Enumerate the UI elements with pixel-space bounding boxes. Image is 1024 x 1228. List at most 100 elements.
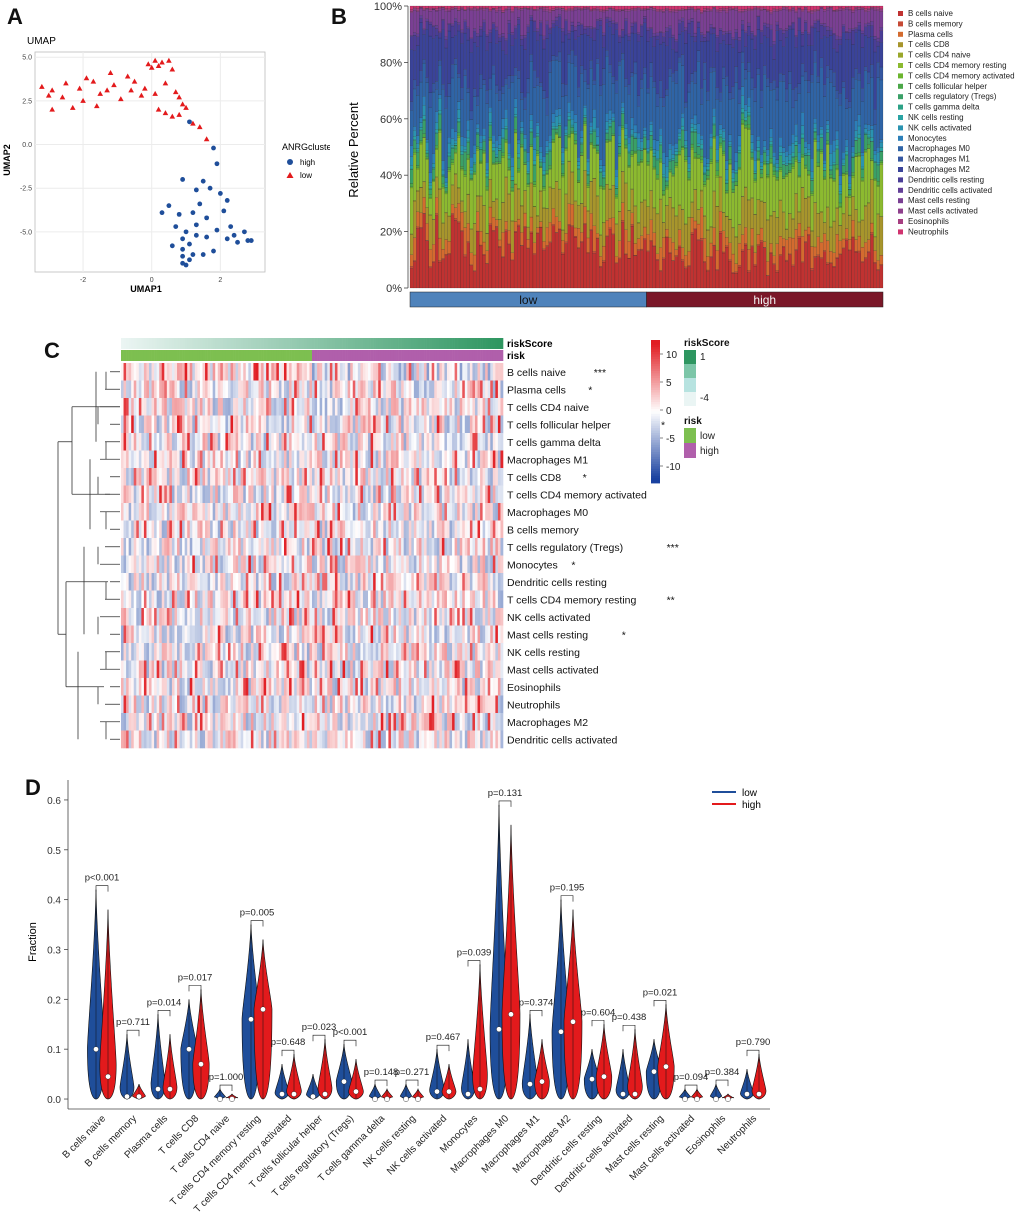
heatmap-cell — [475, 451, 478, 469]
stacked-bar-segment — [801, 64, 804, 76]
heatmap-cell — [381, 433, 384, 451]
riskscore-annotation-cell — [396, 338, 399, 349]
stacked-bar-segment — [520, 128, 523, 132]
risk-annotation-cell — [383, 350, 386, 361]
heatmap-cell — [335, 398, 338, 416]
stacked-bar-segment — [460, 88, 463, 100]
stacked-bar-segment — [744, 127, 747, 128]
stacked-bar-segment — [703, 80, 706, 157]
stacked-bar-segment — [580, 241, 583, 242]
stacked-bar-segment — [801, 9, 804, 10]
risk-annotation-cell — [437, 350, 440, 361]
stacked-bar-segment — [769, 30, 772, 47]
heatmap-cell — [416, 451, 419, 469]
heatmap-cell — [485, 363, 488, 381]
stacked-bar-segment — [672, 49, 675, 73]
stacked-bar-segment — [457, 121, 460, 122]
stacked-bar-segment — [773, 80, 776, 89]
umap-point-high — [160, 210, 165, 215]
stacked-bar-segment — [542, 186, 545, 188]
stacked-bar-segment — [476, 124, 479, 128]
stacked-bar-segment — [561, 9, 564, 11]
riskscore-annotation-cell — [238, 338, 241, 349]
stacked-bar-segment — [839, 208, 842, 225]
stacked-bar-segment — [713, 124, 716, 125]
heatmap-cell — [404, 416, 407, 434]
stacked-bar-segment — [823, 160, 826, 163]
heatmap-cell — [419, 363, 422, 381]
stacked-bar-segment — [785, 240, 788, 260]
stacked-bar-segment — [448, 143, 451, 153]
stacked-bar-segment — [520, 100, 523, 121]
stacked-bar-segment — [823, 251, 826, 252]
stacked-bar-segment — [473, 42, 476, 88]
stacked-bar-segment — [476, 11, 479, 34]
risk-annotation-cell — [281, 350, 284, 361]
stacked-bar-segment — [785, 156, 788, 164]
riskscore-annotation-cell — [256, 338, 259, 349]
heatmap-cell — [340, 468, 343, 486]
stacked-bar-segment — [817, 142, 820, 150]
stacked-bar-segment — [795, 10, 798, 11]
stacked-bar-segment — [596, 10, 599, 19]
stacked-bar-segment — [606, 56, 609, 113]
stacked-bar-segment — [684, 269, 687, 288]
stacked-bar-segment — [713, 29, 716, 34]
heatmap-cell — [279, 363, 282, 381]
heatmap-cell — [455, 416, 458, 434]
stacked-bar-segment — [665, 229, 668, 237]
heatmap-cell — [437, 398, 440, 416]
stacked-bar-segment — [757, 8, 760, 9]
heatmap-cell — [210, 433, 213, 451]
stacked-bar-segment — [539, 9, 542, 21]
heatmap-cell — [320, 468, 323, 486]
heatmap-cell — [124, 486, 127, 504]
stacked-bar-segment — [839, 93, 842, 105]
stacked-bar-segment — [700, 11, 703, 13]
stacked-bar-segment — [505, 109, 508, 118]
risk-annotation-cell — [231, 350, 234, 361]
risk-annotation-cell — [162, 350, 165, 361]
stacked-bar-segment — [457, 22, 460, 25]
stacked-bar-segment — [419, 228, 422, 288]
heatmap-cell — [332, 381, 335, 399]
stacked-bar-segment — [533, 21, 536, 31]
heatmap-cell — [238, 468, 241, 486]
heatmap-cell — [241, 486, 244, 504]
heatmap-cell — [256, 381, 259, 399]
stacked-bar-segment — [751, 89, 754, 134]
stacked-bar-segment — [864, 135, 867, 150]
stacked-bar-segment — [624, 139, 627, 145]
stacked-bar-segment — [798, 162, 801, 163]
heatmap-cell — [391, 381, 394, 399]
stacked-bar-segment — [606, 6, 609, 9]
riskscore-annotation-cell — [182, 338, 185, 349]
heatmap-cell — [185, 433, 188, 451]
heatmap-cell — [315, 381, 318, 399]
stacked-bar-segment — [877, 163, 880, 165]
stacked-bar-segment — [637, 8, 640, 9]
stacked-bar-segment — [706, 256, 709, 270]
stacked-bar-segment — [492, 151, 495, 152]
umap-point-high — [208, 186, 213, 191]
stacked-bar-segment — [845, 175, 848, 197]
riskscore-annotation-cell — [401, 338, 404, 349]
stacked-bar-segment — [536, 234, 539, 288]
stacked-bar-segment — [445, 48, 448, 96]
heatmap-cell — [365, 468, 368, 486]
stacked-bar-segment — [804, 20, 807, 22]
stacked-bar-segment — [505, 9, 508, 10]
stacked-bar-segment — [609, 127, 612, 140]
stacked-bar-segment — [539, 86, 542, 146]
heatmap-cell — [180, 416, 183, 434]
stacked-bar-segment — [561, 42, 564, 84]
stacked-bar-segment — [536, 136, 539, 137]
heatmap-cell — [376, 486, 379, 504]
heatmap-cell — [141, 416, 144, 434]
stacked-bar-segment — [662, 42, 665, 98]
stacked-bar-segment — [833, 33, 836, 34]
stacked-bar-segment — [725, 183, 728, 184]
heatmap-cell — [378, 416, 381, 434]
stacked-bar-segment — [624, 136, 627, 139]
heatmap-cell — [162, 416, 165, 434]
